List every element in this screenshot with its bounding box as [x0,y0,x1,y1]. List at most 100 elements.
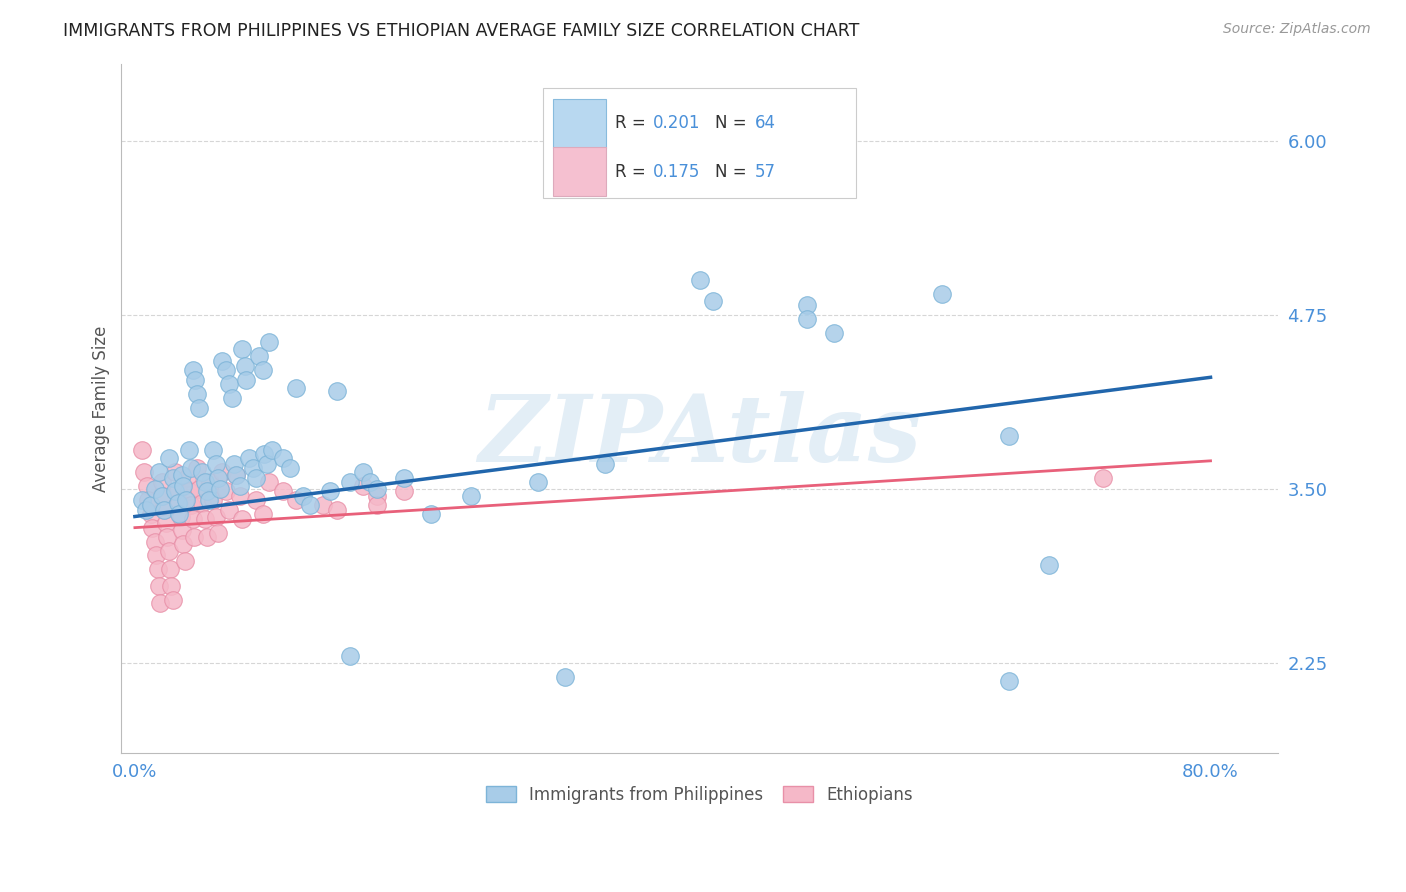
Point [162,593,184,607]
Text: N =: N = [714,114,751,132]
Text: 0.175: 0.175 [654,163,700,181]
Point [181,363,204,377]
Point [160,579,183,593]
Point [136,479,159,493]
Point [156,530,179,544]
Point [392,470,415,484]
Point [998,429,1021,443]
Point [173,554,195,568]
Point [1038,558,1060,573]
Point [201,492,224,507]
Point [208,482,231,496]
Text: Source: ZipAtlas.com: Source: ZipAtlas.com [1223,22,1371,37]
Point [218,502,240,516]
Point [201,442,224,457]
Point [172,537,194,551]
Point [191,495,214,509]
Point [177,442,200,457]
Point [554,670,576,684]
Point [312,499,335,513]
Point [145,549,167,563]
Point [150,475,173,489]
Text: R =: R = [616,163,651,181]
Point [194,475,217,489]
Point [285,492,308,507]
Point [153,502,176,516]
Point [229,479,252,493]
Point [225,467,247,482]
Point [183,530,205,544]
Legend: Immigrants from Philippines, Ethiopians: Immigrants from Philippines, Ethiopians [479,779,920,810]
Point [198,475,221,489]
Point [167,495,190,509]
Point [207,470,229,484]
Y-axis label: Average Family Size: Average Family Size [93,326,110,491]
Point [252,507,274,521]
Point [184,373,207,387]
Point [245,492,267,507]
Point [177,484,200,499]
Point [231,343,253,357]
Point [194,512,217,526]
Point [238,451,260,466]
Point [218,377,240,392]
Text: 64: 64 [755,114,776,132]
Point [245,470,267,484]
Point [271,484,294,499]
Point [152,489,174,503]
Point [186,460,208,475]
Point [221,391,243,405]
Text: IMMIGRANTS FROM PHILIPPINES VS ETHIOPIAN AVERAGE FAMILY SIZE CORRELATION CHART: IMMIGRANTS FROM PHILIPPINES VS ETHIOPIAN… [63,22,859,40]
Point [191,465,214,479]
Point [180,460,202,475]
Point [595,457,617,471]
Point [131,442,153,457]
Point [149,596,172,610]
Point [150,489,173,503]
Point [139,507,162,521]
Point [157,451,180,466]
Point [165,465,187,479]
Point [136,492,159,507]
Text: ZIPAtlas: ZIPAtlas [478,392,921,481]
Point [141,521,163,535]
Point [170,524,193,538]
Point [204,509,226,524]
Point [233,359,256,373]
Text: R =: R = [616,114,651,132]
FancyBboxPatch shape [553,147,606,196]
Point [148,465,170,479]
Point [148,579,170,593]
Point [181,512,204,526]
Point [242,460,264,475]
Point [167,507,190,521]
Point [172,479,194,493]
Point [215,484,238,499]
Point [162,470,184,484]
Point [252,363,274,377]
Point [285,381,308,395]
Point [392,484,415,499]
Point [1091,470,1114,484]
Point [188,401,211,415]
Point [207,526,229,541]
Text: 0.201: 0.201 [654,114,700,132]
Point [229,489,252,503]
Point [225,467,247,482]
Point [253,447,276,461]
Point [211,465,233,479]
Point [353,479,375,493]
Point [796,298,818,312]
FancyBboxPatch shape [544,88,856,198]
Point [170,467,193,482]
Point [260,442,283,457]
Point [339,648,361,663]
Point [796,311,818,326]
Point [689,273,711,287]
Point [359,475,381,489]
Point [165,484,187,499]
Point [460,489,482,503]
Text: N =: N = [714,163,751,181]
Point [823,326,845,340]
Point [167,495,190,509]
